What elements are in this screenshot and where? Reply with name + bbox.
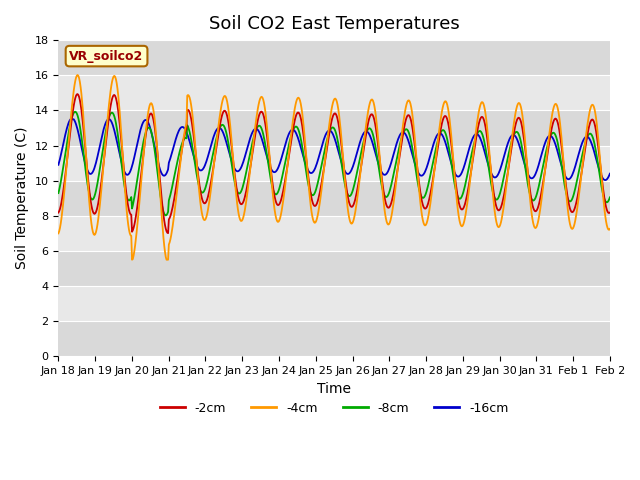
Bar xyxy=(58,180,610,216)
Text: VR_soilco2: VR_soilco2 xyxy=(69,49,144,62)
Legend: -2cm, -4cm, -8cm, -16cm: -2cm, -4cm, -8cm, -16cm xyxy=(155,396,514,420)
Bar xyxy=(58,40,610,75)
Bar xyxy=(58,110,610,145)
Bar xyxy=(58,251,610,286)
Y-axis label: Soil Temperature (C): Soil Temperature (C) xyxy=(15,127,29,269)
X-axis label: Time: Time xyxy=(317,382,351,396)
Bar xyxy=(58,321,610,356)
Title: Soil CO2 East Temperatures: Soil CO2 East Temperatures xyxy=(209,15,460,33)
